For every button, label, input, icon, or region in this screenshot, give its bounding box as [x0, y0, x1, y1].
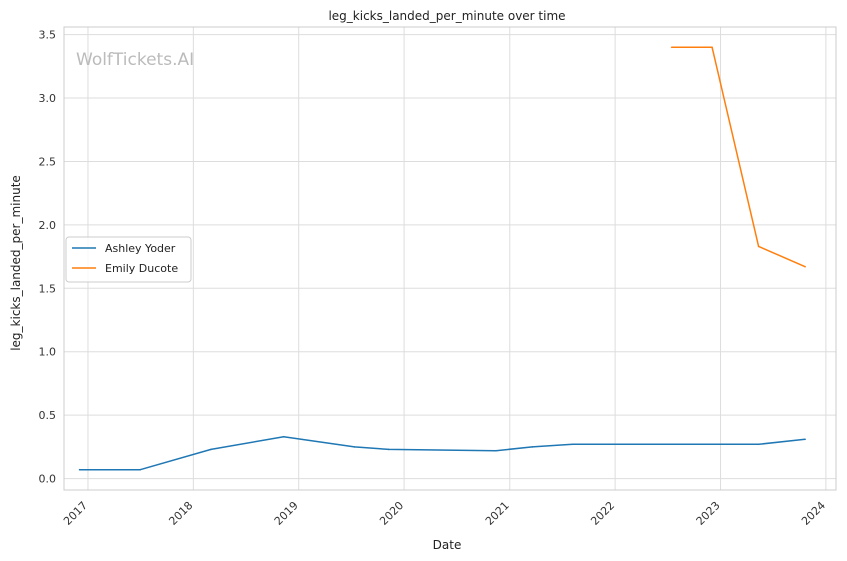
- data-point: [78, 468, 81, 471]
- legend: Ashley Yoder Emily Ducote: [65, 236, 192, 283]
- data-point: [210, 448, 212, 451]
- data-point: [571, 443, 574, 446]
- data-point: [804, 265, 806, 268]
- data-point: [353, 446, 356, 448]
- data-point: [804, 438, 806, 441]
- data-point: [757, 443, 760, 446]
- y-tick-labels: 0.0 0.5 1.0 1.5 2.0 2.5 3.0 3.5: [39, 29, 57, 486]
- y-tick-label: 0.5: [39, 409, 57, 422]
- y-tick-label: 0.0: [39, 473, 57, 486]
- data-point: [670, 46, 673, 49]
- y-axis-title: leg_kicks_landed_per_minute: [9, 175, 23, 351]
- x-axis-title: Date: [433, 538, 462, 552]
- y-tick-label: 3.0: [39, 92, 57, 105]
- watermark-text: WolfTickets.AI: [76, 50, 194, 70]
- legend-box: [65, 236, 192, 283]
- data-point: [282, 435, 285, 438]
- grid-lines: [64, 27, 836, 490]
- series-line-1: [671, 46, 806, 268]
- data-point: [757, 245, 760, 248]
- y-tick-label: 2.5: [39, 155, 57, 168]
- plot-frame: [63, 26, 837, 491]
- y-tick-label: 1.5: [39, 282, 57, 295]
- legend-label-0: Ashley Yoder: [105, 242, 176, 255]
- chart-title: leg_kicks_landed_per_minute over time: [328, 9, 565, 23]
- series-group: [78, 46, 806, 471]
- y-tick-label: 1.0: [39, 346, 57, 359]
- legend-label-1: Emily Ducote: [105, 262, 178, 275]
- data-point: [495, 449, 497, 452]
- y-tick-label: 3.5: [39, 29, 57, 42]
- data-point: [139, 468, 141, 471]
- data-point: [531, 446, 534, 448]
- y-tick-label: 2.0: [39, 219, 57, 232]
- data-point: [711, 46, 713, 49]
- data-point: [388, 448, 390, 451]
